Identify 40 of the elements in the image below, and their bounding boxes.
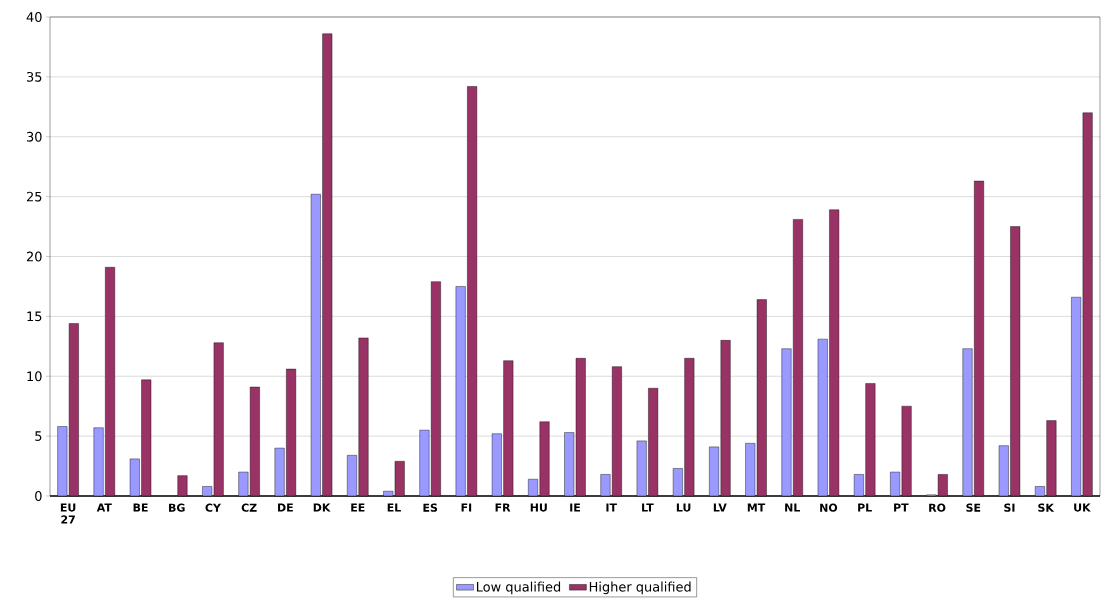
x-tick-label: SE	[966, 503, 981, 512]
x-tick-label: NL	[785, 503, 801, 512]
x-tick-label: IE	[570, 503, 580, 512]
x-tick-label: SK	[1038, 503, 1055, 512]
x-tick-label: DK	[313, 503, 331, 512]
x-tick-label: DE	[278, 503, 293, 512]
y-tick-label: 0	[35, 491, 42, 501]
x-tick-label: RO	[929, 503, 946, 512]
x-tick-label: LU	[676, 503, 691, 512]
x-tick-label: PT	[894, 503, 909, 512]
y-tick-label: 10	[27, 371, 42, 382]
x-tick-label: CZ	[241, 503, 257, 512]
x-tick-label: EE	[351, 503, 365, 512]
x-tick-label: EU 27	[60, 503, 76, 524]
x-tick-label: BE	[133, 503, 148, 512]
x-tick-label: HU	[530, 503, 547, 512]
x-tick-label: NO	[820, 503, 838, 512]
x-tick-label: LT	[642, 503, 654, 512]
x-tick-label: BG	[169, 503, 185, 512]
y-tick-label: 40	[26, 12, 42, 22]
x-tick-label: MT	[747, 503, 766, 512]
x-tick-label: CY	[205, 503, 222, 512]
x-tick-label: ES	[423, 503, 438, 512]
y-tick-label: 35	[26, 71, 42, 82]
x-tick-label: EL	[387, 503, 401, 512]
y-tick-label: 20	[26, 251, 42, 262]
x-tick-label: FR	[495, 503, 511, 512]
y-tick-label: 30	[26, 131, 42, 142]
legend-label: Higher qualified	[589, 581, 691, 595]
y-tick-label: 25	[26, 191, 42, 202]
x-tick-label: UK	[1074, 503, 1091, 512]
x-tick-label: IT	[606, 503, 617, 512]
legend-label: Low qualified	[476, 581, 561, 595]
y-tick-label: 15	[27, 311, 42, 322]
x-tick-label: AT	[96, 503, 112, 512]
x-tick-label: SI	[1004, 503, 1015, 512]
x-tick-label: LV	[713, 503, 727, 512]
x-tick-label: FI	[461, 503, 472, 512]
y-tick-label: 5	[35, 431, 42, 441]
x-tick-label: PL	[858, 503, 872, 512]
